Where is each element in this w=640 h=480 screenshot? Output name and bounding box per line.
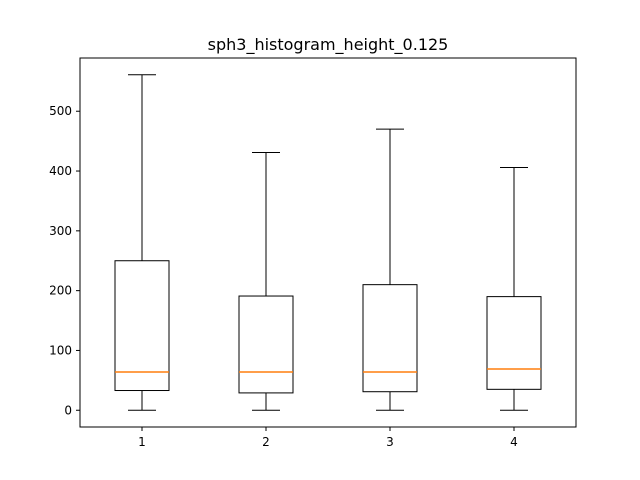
- chart-title: sph3_histogram_height_0.125: [208, 35, 449, 55]
- x-tick-label: 2: [262, 435, 270, 449]
- iqr-box: [486, 296, 542, 390]
- iqr-box: [362, 284, 418, 393]
- x-tick-label: 3: [386, 435, 394, 449]
- box-group-1: [114, 74, 170, 411]
- box-group-4: [486, 166, 542, 411]
- y-tick-label: 500: [49, 104, 72, 118]
- x-tick-label: 4: [510, 435, 518, 449]
- boxes-layer: [114, 74, 542, 411]
- y-tick-label: 100: [49, 343, 72, 357]
- box-group-2: [238, 151, 294, 411]
- y-axis: 0 100 200 300 400 500: [49, 104, 80, 417]
- y-tick-label: 300: [49, 224, 72, 238]
- x-axis: 1 2 3 4: [138, 427, 518, 449]
- iqr-box: [114, 260, 170, 392]
- y-tick-label: 200: [49, 284, 72, 298]
- y-tick-label: 400: [49, 164, 72, 178]
- box-group-3: [362, 128, 418, 411]
- plot-frame: [79, 57, 577, 428]
- y-tick-label: 0: [64, 403, 72, 417]
- x-tick-label: 1: [138, 435, 146, 449]
- iqr-box: [238, 295, 294, 394]
